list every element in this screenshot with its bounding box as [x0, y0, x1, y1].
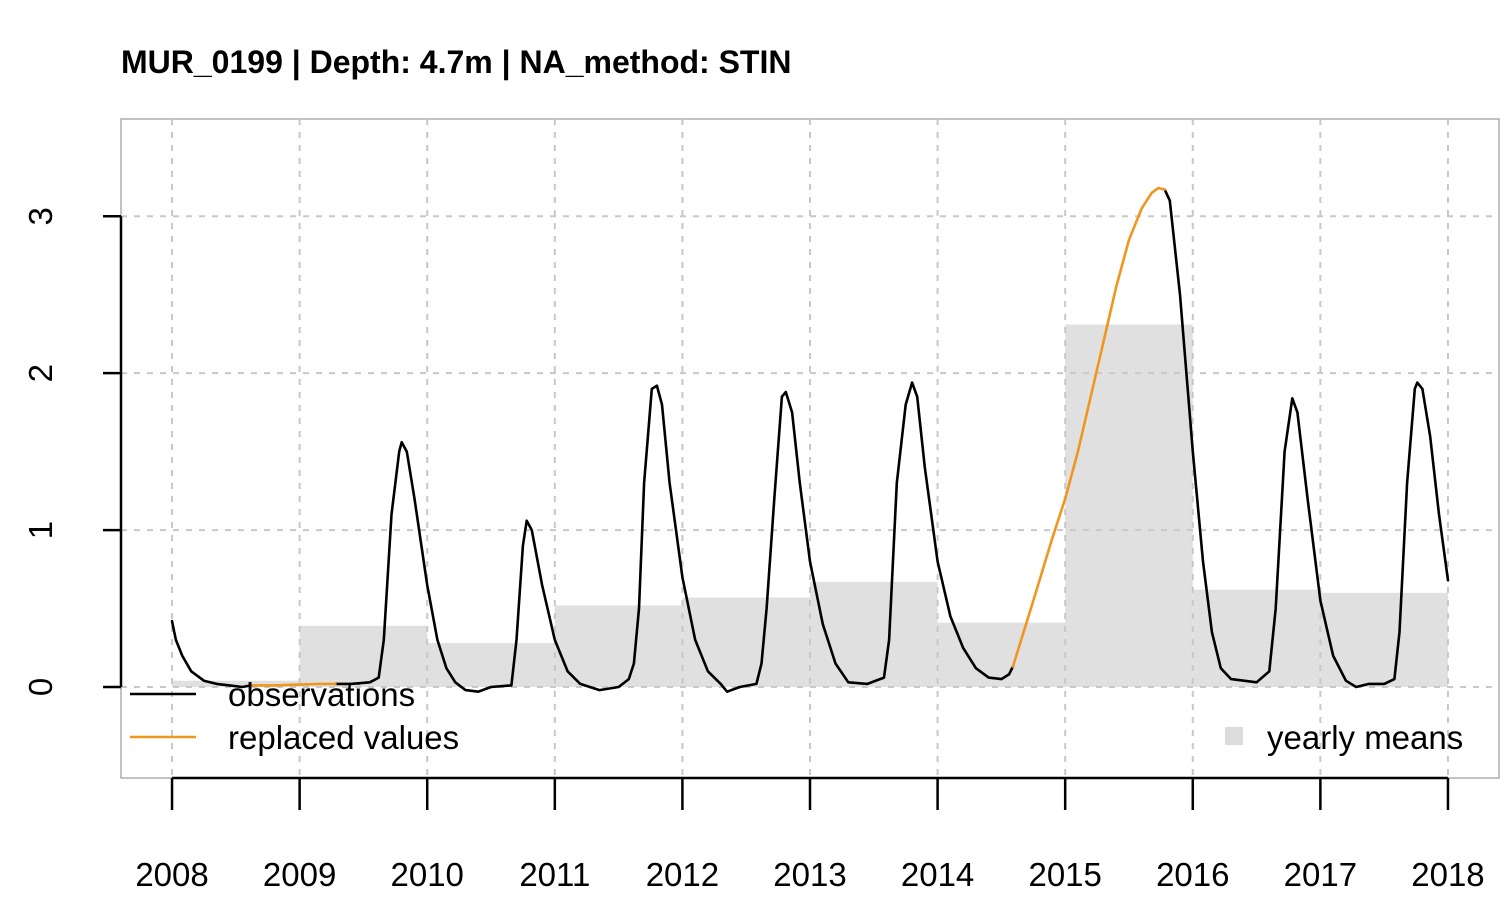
yearly-mean-bar-9: [1192, 589, 1321, 687]
yearly-mean-bar-1: [172, 680, 300, 687]
observations-line-segment-2: [334, 381, 1015, 693]
x-tick-label-2013: 2013: [773, 856, 846, 893]
chart-title: MUR_0199 | Depth: 4.7m | NA_method: STIN: [121, 44, 791, 80]
x-axis: 2008 2009 2010 2011 2012 2013 2014 2015 2016 2017…: [135, 776, 1485, 893]
y-tick-label-2: 2: [22, 364, 59, 382]
grid-lines: [121, 119, 1499, 778]
x-tick-label-2008: 2008: [135, 856, 208, 893]
x-tick-label-2009: 2009: [263, 856, 336, 893]
yearly-mean-bar-8: [1065, 324, 1193, 687]
yearly-mean-bar-2: [299, 625, 428, 687]
observations-line-segment-3: [1163, 188, 1450, 689]
legend-right: yearly means: [1225, 719, 1463, 756]
legend-swatch-yearly-means: [1225, 727, 1243, 745]
x-tick-label-2014: 2014: [901, 856, 974, 893]
y-tick-label-1: 1: [22, 521, 59, 539]
yearly-mean-bar-7: [937, 622, 1066, 687]
yearly-mean-bar-6: [810, 581, 938, 687]
y-tick-label-3: 3: [22, 207, 59, 225]
legend-left: observations replaced values: [130, 676, 459, 756]
yearly-means-bars: [172, 324, 1448, 687]
yearly-mean-bar-3: [427, 643, 555, 687]
x-tick-label-2010: 2010: [391, 856, 464, 893]
yearly-mean-bar-5: [682, 597, 810, 687]
replaced-values-line-segment-2: [1011, 186, 1166, 668]
x-tick-label-2015: 2015: [1028, 856, 1101, 893]
series-lines: [170, 186, 1450, 693]
x-tick-label-2012: 2012: [646, 856, 719, 893]
yearly-mean-bar-10: [1320, 592, 1448, 687]
x-tick-label-2016: 2016: [1156, 856, 1229, 893]
x-tick-label-2017: 2017: [1284, 856, 1357, 893]
y-axis: 0 1 2 3: [22, 207, 123, 696]
legend-label-yearly-means: yearly means: [1267, 719, 1463, 756]
legend-label-replaced-values: replaced values: [228, 719, 459, 756]
yearly-mean-bar-4: [554, 605, 683, 687]
x-tick-label-2018: 2018: [1411, 856, 1484, 893]
x-tick-label-2011: 2011: [519, 856, 590, 893]
legend-label-observations: observations: [228, 676, 415, 713]
y-tick-label-0: 0: [22, 678, 59, 696]
replaced-values-line-segment-1: [249, 682, 337, 687]
observations-line-segment-1: [170, 619, 253, 689]
